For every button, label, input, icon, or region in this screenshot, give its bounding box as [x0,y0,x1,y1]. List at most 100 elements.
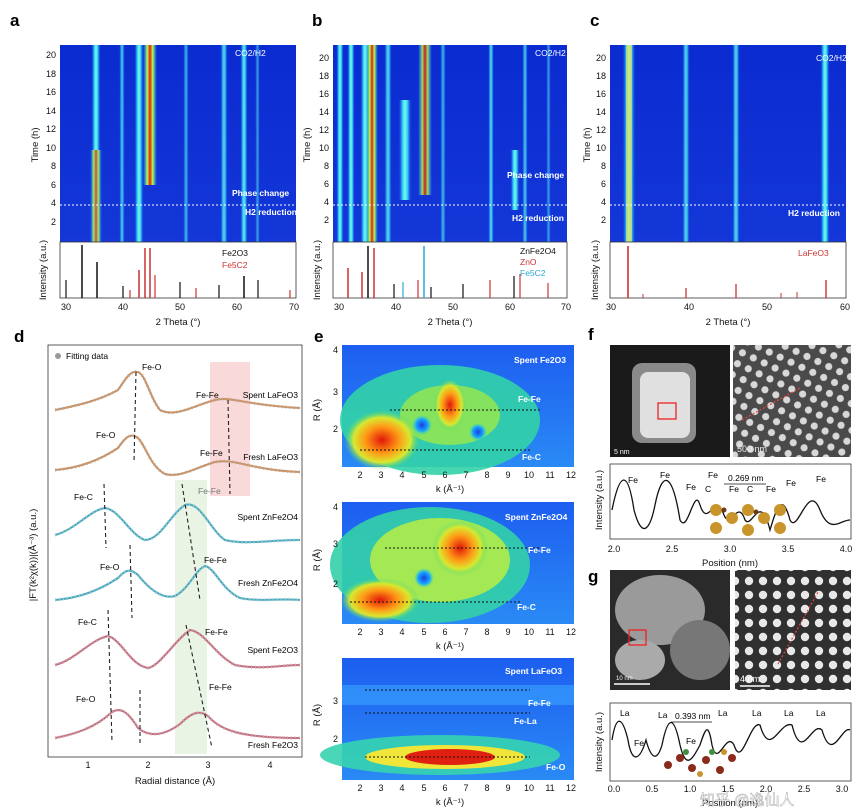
y-label-f: Intensity (a.u.) [594,470,605,530]
ref-sticks-a [65,245,291,298]
svg-text:3.5: 3.5 [782,544,795,554]
panel-d: d Fitting data [14,327,303,787]
svg-text:Fe: Fe [660,470,670,480]
legend-znfe2o4-b: ZnFe2O4 [520,246,556,256]
svg-text:2.5: 2.5 [798,784,811,794]
x-ticks-c: 30 40 50 60 [606,302,850,312]
svg-text:Fe-C: Fe-C [517,602,536,612]
svg-text:16: 16 [596,89,606,99]
distance-g: 0.393 nm [675,711,710,721]
svg-text:Fe-C: Fe-C [78,617,97,627]
svg-text:5: 5 [421,627,426,637]
svg-text:2.0: 2.0 [608,544,621,554]
ref-label-a: Intensity (a.u.) [38,240,49,300]
watermark: 知乎 @逸仙人 [700,792,794,809]
svg-text:4: 4 [51,198,56,208]
svg-text:11: 11 [545,470,554,480]
svg-text:5: 5 [421,470,426,480]
r-label-1: R (Å) [312,399,323,421]
svg-text:Fe: Fe [766,484,776,494]
profile-curve-f [611,479,851,533]
svg-text:3: 3 [333,387,338,397]
svg-text:3.0: 3.0 [724,544,737,554]
svg-text:Fe: Fe [729,484,739,494]
ft-curves [54,370,301,740]
svg-text:4: 4 [324,197,329,207]
svg-text:3: 3 [378,627,383,637]
svg-text:1.0: 1.0 [684,784,697,794]
structure-g [664,749,736,777]
legend-fe2o3-a: Fe2O3 [222,248,248,258]
svg-text:Fresh ZnFe2O4: Fresh ZnFe2O4 [238,578,298,588]
svg-text:12: 12 [596,125,606,135]
svg-text:40: 40 [684,302,694,312]
svg-text:Fe-O: Fe-O [546,762,566,772]
k-label-2: k (Å⁻¹) [436,641,464,652]
wt-map-2 [330,502,574,624]
highlight-green [175,480,207,754]
svg-text:3: 3 [378,470,383,480]
wt-title-2: Spent ZnFe2O4 [505,512,568,522]
panel-label-f: f [588,325,594,344]
svg-text:12: 12 [46,124,56,134]
svg-text:La: La [620,708,630,718]
y-label-d: |FT(k²χ(k))|(Å⁻³) (a.u.) [28,509,39,602]
y-ticks-b: 20 18 16 14 12 10 8 6 4 2 [319,53,329,225]
x-label-c: 2 Theta (°) [706,317,751,328]
svg-text:Fe-Fe: Fe-Fe [198,486,221,496]
wt-dotted-lines [350,409,545,758]
h2-reduction-a: H2 reduction [245,207,297,217]
svg-text:2: 2 [333,734,338,744]
legend-fe5c2-b: Fe5C2 [520,268,546,278]
distance-f: 0.269 nm [728,473,763,483]
svg-text:Fe-Fe: Fe-Fe [205,627,228,637]
wt-title-3: Spent LaFeO3 [505,666,562,676]
svg-text:8: 8 [324,161,329,171]
scale-right-g: 4 nm [740,674,760,684]
svg-text:3.0: 3.0 [836,784,849,794]
svg-text:12: 12 [566,627,576,637]
x-label-g: Position (nm) [702,798,758,809]
gas-label-a: CO2/H2 [235,48,266,58]
svg-text:30: 30 [606,302,616,312]
scale-right-f: 500 nm [737,444,767,454]
panel-c: c CO2/H2 H2 reduction 20 18 16 14 12 10 … [582,11,850,328]
ref-label-b: Intensity (a.u.) [312,240,323,300]
svg-text:18: 18 [319,71,329,81]
svg-text:Fe: Fe [634,738,644,748]
svg-text:9: 9 [505,627,510,637]
svg-text:7: 7 [463,470,468,480]
svg-text:40: 40 [118,302,128,312]
svg-text:2: 2 [357,627,362,637]
h2-reduction-b: H2 reduction [512,213,564,223]
svg-text:Fe-Fe: Fe-Fe [209,682,232,692]
svg-text:30: 30 [61,302,71,312]
svg-text:18: 18 [596,71,606,81]
svg-text:6: 6 [51,180,56,190]
svg-text:Spent ZnFe2O4: Spent ZnFe2O4 [238,512,299,522]
legend-d: Fitting data [66,351,108,361]
svg-text:70: 70 [561,302,571,312]
x-ticks-b: 30 40 50 60 70 [334,302,571,312]
svg-text:Fe-O: Fe-O [96,430,116,440]
svg-text:70: 70 [289,302,299,312]
svg-text:La: La [658,710,668,720]
h2-reduction-c: H2 reduction [788,208,840,218]
scale-left-g: 10 nm [616,676,633,682]
svg-text:2: 2 [357,783,362,793]
svg-text:C: C [747,484,753,494]
svg-text:Spent Fe2O3: Spent Fe2O3 [247,645,298,655]
svg-text:16: 16 [46,87,56,97]
svg-text:50: 50 [175,302,185,312]
legend-marker-d [55,353,61,359]
svg-text:Fe-C: Fe-C [522,452,541,462]
legend-fe5c2-a: Fe5C2 [222,260,248,270]
x-ticks-d: 1 2 3 4 [85,760,272,770]
svg-text:2: 2 [357,470,362,480]
svg-text:La: La [718,708,728,718]
svg-text:Fe-Fe: Fe-Fe [528,698,551,708]
svg-text:10: 10 [596,143,606,153]
k-ticks-3: 2 3 4 5 6 7 8 9 10 11 12 [357,783,576,793]
svg-text:14: 14 [46,106,56,116]
svg-text:2: 2 [333,579,338,589]
